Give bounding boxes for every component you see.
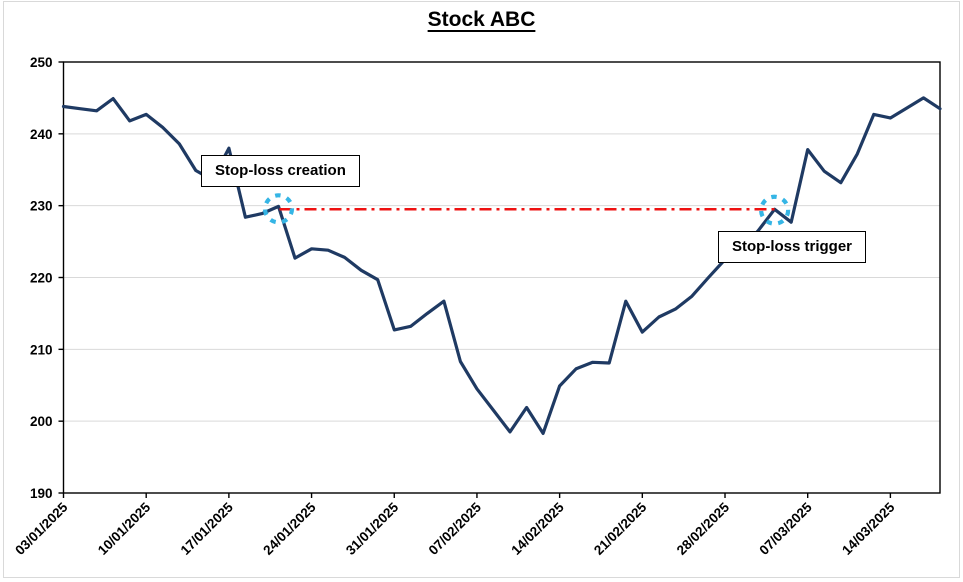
y-axis-label: 220 [30,271,53,286]
x-axis-label: 28/02/2025 [674,499,733,558]
y-axis-labels: 190 200 210 220 230 240 250 [30,55,53,501]
chart-title: Stock ABC [0,8,963,32]
axis-ticks [58,61,892,498]
x-axis-label: 14/03/2025 [839,499,898,558]
x-axis-label: 17/01/2025 [178,499,237,558]
x-axis-label: 31/01/2025 [343,499,402,558]
gridlines [63,133,940,422]
stop-loss-creation-marker [262,193,295,225]
x-axis-label: 07/03/2025 [756,499,815,558]
x-axis-label: 03/01/2025 [12,499,71,558]
x-axis-label: 24/01/2025 [260,499,319,558]
x-axis-label: 21/02/2025 [591,499,650,558]
y-axis-label: 250 [30,55,53,70]
price-line [61,96,942,435]
stop-loss-trigger-marker [759,194,791,226]
stop-loss-creation-label: Stop-loss creation [201,155,360,187]
y-axis-label: 200 [30,414,53,429]
chart-title-text: Stock ABC [427,8,536,31]
x-axis-labels: 03/01/2025 10/01/2025 17/01/2025 24/01/2025… [12,499,898,558]
x-axis-label: 07/02/2025 [426,499,485,558]
y-axis-label: 240 [30,127,53,142]
y-axis-label: 190 [30,486,53,501]
stop-loss-trigger-label: Stop-loss trigger [718,231,867,263]
y-axis-label: 210 [30,342,53,357]
x-axis-label: 14/02/2025 [508,499,567,558]
y-axis-label: 230 [30,199,53,214]
x-axis-label: 10/01/2025 [95,499,154,558]
